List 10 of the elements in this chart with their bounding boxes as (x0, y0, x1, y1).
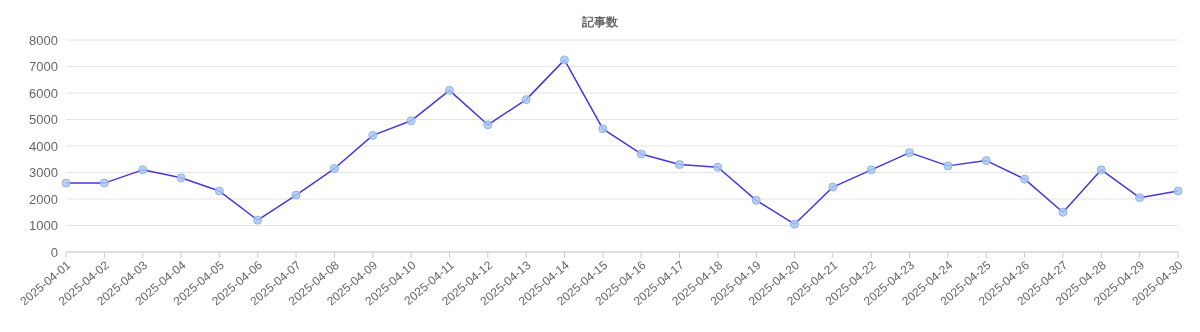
y-tick-label: 6000 (29, 85, 58, 101)
y-tick-label: 0 (50, 244, 58, 260)
y-tick-label: 1000 (29, 218, 58, 234)
y-tick-label: 2000 (29, 191, 58, 207)
y-tick-label: 8000 (29, 32, 58, 48)
y-tick-label: 3000 (29, 165, 58, 181)
y-tick-label: 7000 (29, 59, 58, 75)
y-tick-label: 4000 (29, 138, 58, 154)
y-tick-label: 5000 (29, 112, 58, 128)
chart-title: 記事数 (581, 14, 619, 31)
